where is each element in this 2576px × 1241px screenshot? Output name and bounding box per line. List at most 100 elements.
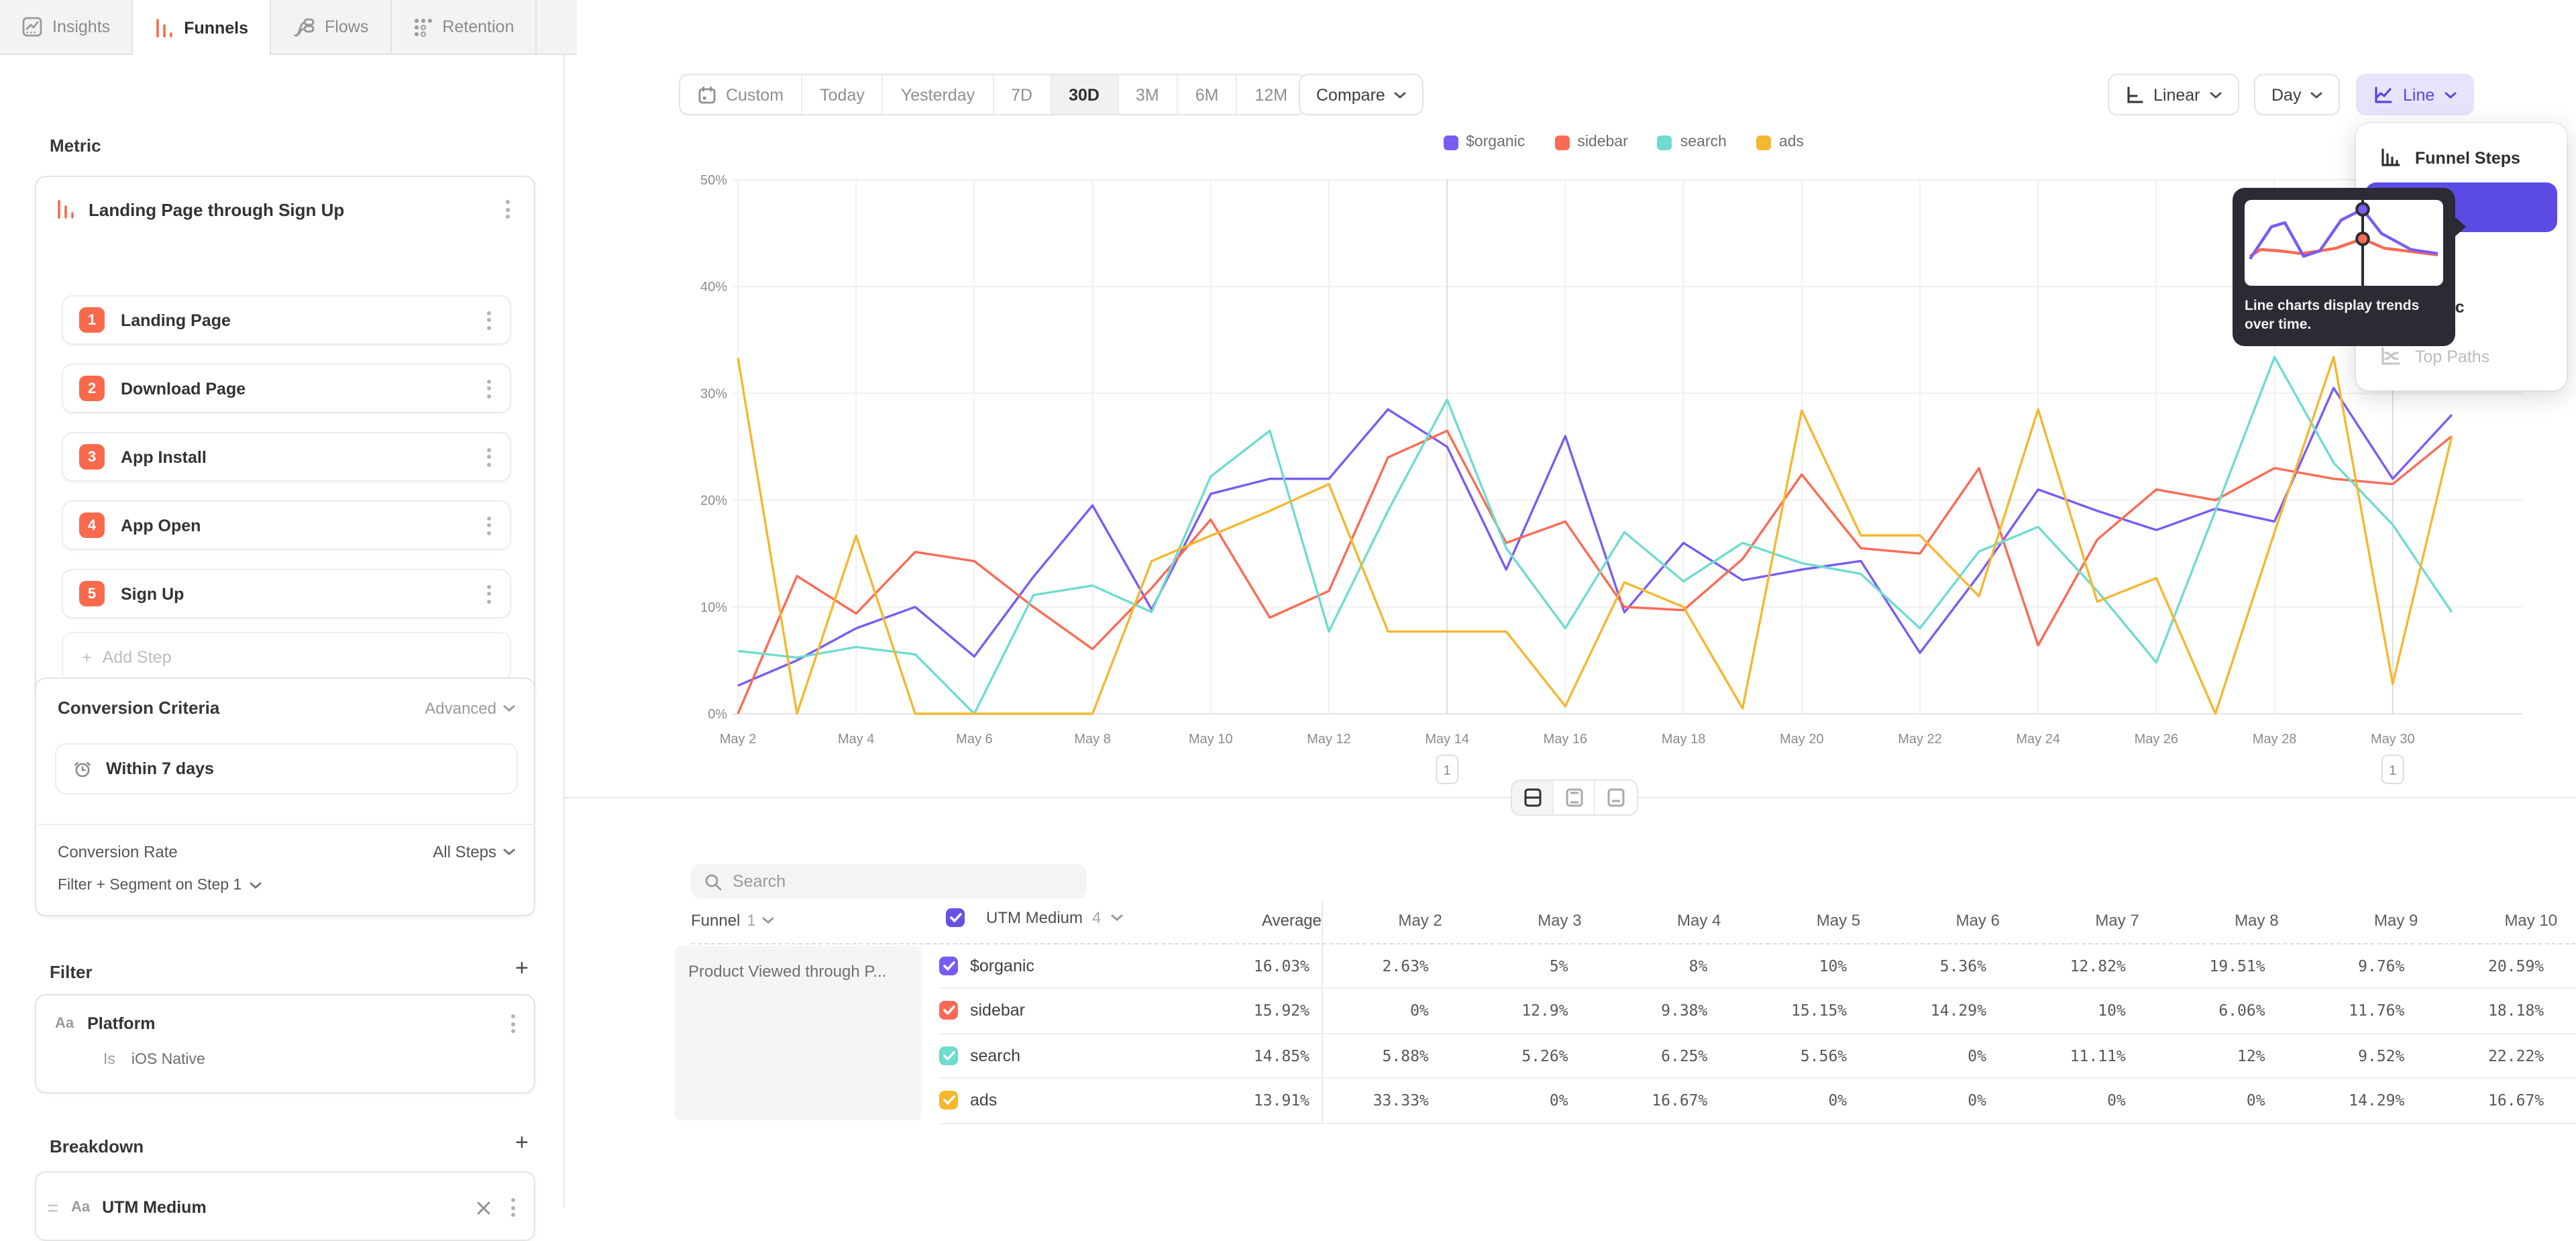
remove-breakdown-icon[interactable] — [476, 1200, 491, 1215]
legend-item-ads[interactable]: ads — [1756, 134, 1804, 150]
drag-handle-icon[interactable] — [47, 1201, 59, 1213]
legend-swatch — [1756, 135, 1771, 150]
chevron-down-icon — [2444, 91, 2456, 99]
select-all-checkbox[interactable] — [946, 908, 965, 927]
metric-kebab-menu[interactable] — [498, 195, 518, 224]
split-vertical-view-button[interactable] — [1554, 781, 1595, 814]
series-checkbox[interactable] — [939, 1046, 958, 1065]
cell-value: 11.11% — [2070, 1046, 2126, 1065]
series-checkbox[interactable] — [939, 1091, 958, 1110]
funnels-icon — [154, 17, 174, 39]
cell-value: 12.82% — [2070, 956, 2126, 975]
scale-dropdown[interactable]: Linear — [2108, 74, 2239, 115]
date-column-header[interactable]: May 6 — [1955, 911, 2000, 930]
preset-3m[interactable]: 3M — [1118, 75, 1178, 114]
date-column-header[interactable]: May 8 — [2235, 911, 2279, 930]
step-label: App Open — [121, 516, 201, 535]
funnel-step-2[interactable]: 2 Download Page — [62, 364, 511, 413]
chevron-down-icon — [1395, 91, 1407, 99]
step-kebab-menu[interactable] — [479, 510, 499, 540]
cell-value: 19.51% — [2209, 956, 2265, 975]
annotation-marker[interactable]: 1 — [1436, 755, 1459, 784]
step-kebab-menu[interactable] — [479, 374, 499, 403]
funnel-column-dropdown[interactable]: Funnel 1 — [691, 911, 775, 930]
conversion-criteria-title: Conversion Criteria — [58, 698, 220, 718]
table-row-ads[interactable]: ads 13.91% 33.33% 0% 16.67% 0% 0% 0% 0% 14.29% 16.… — [939, 1079, 2576, 1124]
legend-item-sidebar[interactable]: sidebar — [1554, 134, 1628, 150]
tab-flows[interactable]: Flows — [271, 0, 392, 54]
preset-7d[interactable]: 7D — [994, 75, 1052, 114]
filter-operator[interactable]: Is — [103, 1052, 115, 1068]
tooltip-arrow — [2454, 216, 2466, 237]
step-kebab-menu[interactable] — [479, 442, 499, 472]
conversion-window[interactable]: Within 7 days — [55, 743, 518, 794]
filter-kebab-menu[interactable] — [503, 1009, 523, 1038]
tab-insights[interactable]: Insights — [0, 0, 133, 54]
legend-item-organic[interactable]: $organic — [1443, 134, 1525, 150]
funnel-step-4[interactable]: 4 App Open — [62, 500, 511, 550]
filter-segment-dropdown[interactable]: Filter + Segment on Step 1 — [58, 877, 515, 894]
table-row-organic[interactable]: $organic 16.03% 2.63% 5% 8% 10% 5.36% 12.82% 19.… — [939, 944, 2576, 989]
date-column-header[interactable]: May 10 — [2504, 911, 2558, 930]
legend-item-search[interactable]: search — [1657, 134, 1727, 150]
series-checkbox[interactable] — [939, 956, 958, 975]
chart-type-dropdown[interactable]: Line — [2356, 74, 2474, 115]
svg-text:1: 1 — [2389, 763, 2396, 778]
preset-today[interactable]: Today — [802, 75, 883, 114]
tab-retention[interactable]: Retention — [391, 0, 537, 54]
table-row-sidebar[interactable]: sidebar 15.92% 0% 12.9% 9.38% 15.15% 14.29% 10%… — [939, 989, 2576, 1034]
breakdown-kebab-menu[interactable] — [503, 1193, 523, 1222]
breakdown-section-label: Breakdown — [50, 1136, 144, 1156]
preset-6m[interactable]: 6M — [1178, 75, 1238, 114]
average-column-header[interactable]: Average — [1262, 911, 1322, 930]
funnel-step-3[interactable]: 3 App Install — [62, 432, 511, 482]
split-horizontal-view-button[interactable] — [1512, 781, 1554, 814]
cell-value: 20.59% — [2488, 956, 2544, 975]
table-search[interactable]: Search — [691, 864, 1087, 899]
advanced-dropdown[interactable]: Advanced — [425, 698, 515, 717]
chevron-down-icon — [250, 881, 262, 889]
compare-button[interactable]: Compare — [1299, 74, 1424, 115]
add-breakdown-button[interactable]: + — [515, 1130, 529, 1155]
date-column-header[interactable]: May 4 — [1677, 911, 1721, 930]
tooltip-text: Line charts display trends over time. — [2245, 298, 2420, 333]
legend-swatch — [1657, 135, 1672, 150]
preset-yesterday[interactable]: Yesterday — [883, 75, 994, 114]
date-column-header[interactable]: May 9 — [2374, 911, 2418, 930]
cell-value: 5.56% — [1800, 1046, 1847, 1065]
bottom-panel-view-button[interactable] — [1595, 781, 1637, 814]
all-steps-dropdown[interactable]: All Steps — [433, 843, 515, 861]
preset-30d[interactable]: 30D — [1051, 75, 1118, 114]
step-kebab-menu[interactable] — [479, 305, 499, 335]
report-tabs: Insights Funnels Flows Retention — [0, 0, 577, 56]
step-kebab-menu[interactable] — [479, 579, 499, 608]
date-column-header[interactable]: May 3 — [1538, 911, 1582, 930]
svg-text:May 28: May 28 — [2253, 732, 2297, 747]
preset-12m[interactable]: 12M — [1254, 85, 1288, 104]
add-filter-button[interactable]: + — [515, 955, 529, 981]
annotation-marker[interactable]: 1 — [2381, 755, 2404, 784]
filter-value[interactable]: iOS Native — [131, 1052, 205, 1068]
date-column-header[interactable]: May 5 — [1816, 911, 1861, 930]
date-column-header[interactable]: May 2 — [1398, 911, 1442, 930]
cell-value: 5% — [1549, 956, 1568, 975]
tab-funnels[interactable]: Funnels — [133, 0, 272, 56]
table-row-search[interactable]: search 14.85% 5.88% 5.26% 6.25% 5.56% 0% 11.11%… — [939, 1034, 2576, 1079]
conversion-criteria-card: Conversion Criteria Advanced Within 7 da… — [35, 678, 535, 916]
menu-item-funnel-steps[interactable]: Funnel Steps — [2365, 133, 2557, 182]
breakdown-property[interactable]: UTM Medium — [102, 1198, 207, 1217]
funnel-name-cell[interactable]: Product Viewed through P... — [675, 946, 922, 1120]
granularity-dropdown[interactable]: Day — [2254, 74, 2341, 115]
date-column-header[interactable]: May 7 — [2095, 911, 2139, 930]
filter-property[interactable]: Platform — [87, 1014, 156, 1033]
cell-value: 10% — [2098, 1001, 2126, 1020]
plus-icon: + — [82, 647, 92, 666]
funnel-step-5[interactable]: 5 Sign Up — [62, 569, 511, 618]
breakdown-column-dropdown[interactable]: UTM Medium 4 — [946, 908, 1122, 927]
series-checkbox[interactable] — [939, 1001, 958, 1020]
preset-custom[interactable]: Custom — [680, 75, 803, 114]
funnel-step-1[interactable]: 1 Landing Page — [62, 295, 511, 345]
add-step-button[interactable]: + Add Step — [62, 632, 511, 682]
chevron-down-icon — [763, 916, 775, 924]
